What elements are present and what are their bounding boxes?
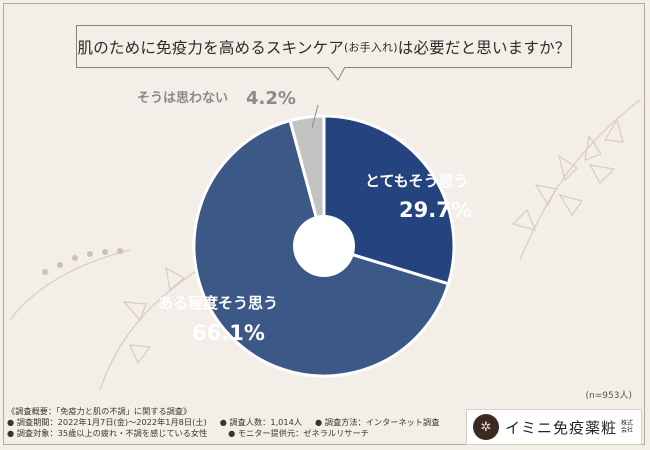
sample-size-note: (n=953人) bbox=[585, 391, 632, 401]
survey-period: ● 調査期間：2022年1月7日(金)〜2022年1月8日(土) bbox=[7, 417, 207, 428]
value-somewhat-agree: 66.1% bbox=[192, 321, 265, 345]
survey-count: ● 調査人数：1,014人 bbox=[219, 417, 302, 428]
label-somewhat-agree: ある程度そう思う bbox=[158, 294, 278, 312]
outer-frame bbox=[3, 3, 645, 445]
title-frame bbox=[76, 25, 572, 68]
value-strongly-agree: 29.7% bbox=[399, 198, 472, 222]
survey-provider: ● モニター提供元：ゼネラルリサーチ bbox=[228, 428, 369, 439]
chart-title: 肌のために免疫力を高めるスキンケア (お手入れ) は必要だと思いますか？ bbox=[76, 25, 572, 68]
title-main: 肌のために免疫力を高めるスキンケア bbox=[77, 38, 344, 57]
survey-footer: 《調査概要：「免疫力と肌の不調」に関する調査》 ● 調査期間：2022年1月7日… bbox=[0, 405, 650, 450]
slice-disagree bbox=[288, 114, 326, 247]
survey-target: ● 調査対象：35歳以上の疲れ・不調を感じている女性 bbox=[7, 428, 208, 439]
logo-emblem-icon: ✲ bbox=[473, 414, 499, 440]
logo-name: イミニ免疫薬粧 bbox=[505, 418, 618, 437]
slice-strongly-agree bbox=[322, 114, 456, 286]
survey-row-2: ● 調査対象：35歳以上の疲れ・不調を感じている女性 ● モニター提供元：ゼネラ… bbox=[7, 428, 439, 439]
title-underline-left bbox=[76, 67, 329, 68]
survey-title: 《調査概要：「免疫力と肌の不調」に関する調査》 bbox=[7, 406, 192, 416]
value-disagree: 4.2% bbox=[246, 88, 296, 109]
leader-line bbox=[311, 104, 319, 129]
title-callout-notch bbox=[328, 67, 346, 81]
survey-row-1: ● 調査期間：2022年1月7日(金)〜2022年1月8日(土) ● 調査人数：… bbox=[7, 417, 439, 428]
title-paren: (お手入れ) bbox=[343, 40, 398, 54]
company-logo: ✲ イミニ免疫薬粧 株式会社 bbox=[466, 409, 642, 445]
label-disagree: そうは思わない bbox=[137, 91, 228, 106]
title-underline-right bbox=[345, 67, 572, 68]
title-tail: は必要だと思いますか？ bbox=[397, 38, 571, 57]
survey-method: ● 調査方法：インターネット調査 bbox=[315, 417, 440, 428]
label-strongly-agree: とてもそう思う bbox=[365, 172, 469, 190]
logo-suffix: 株式会社 bbox=[621, 420, 634, 434]
survey-details: 《調査概要：「免疫力と肌の不調」に関する調査》 ● 調査期間：2022年1月7日… bbox=[7, 406, 439, 440]
donut-hole bbox=[293, 215, 355, 277]
